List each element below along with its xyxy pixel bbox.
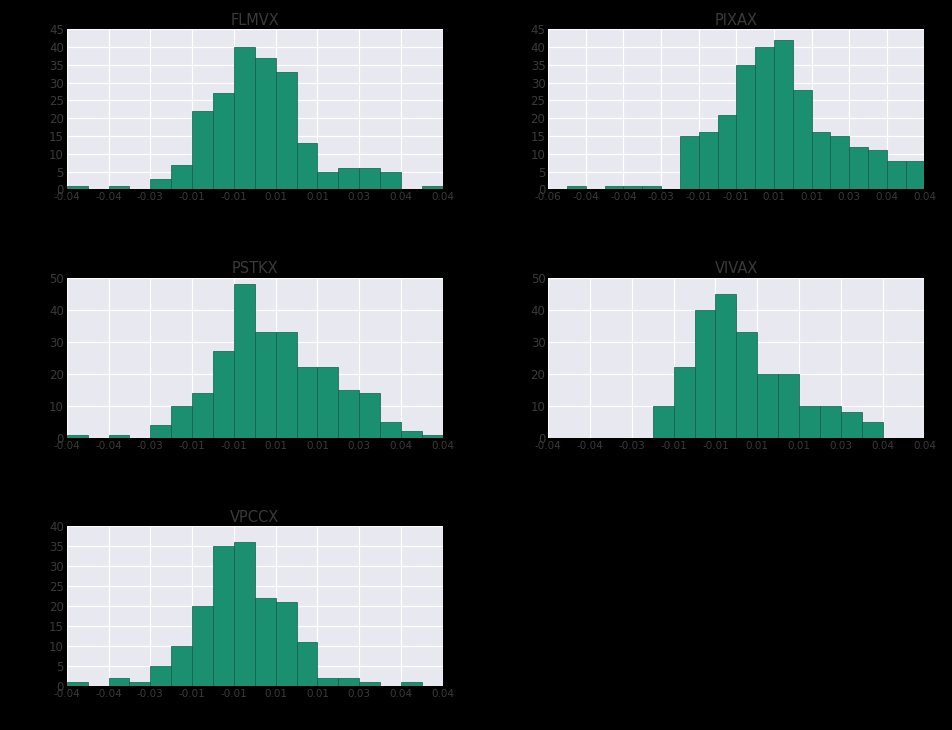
Bar [679,136,698,190]
Bar [359,393,380,438]
Bar [275,602,296,686]
Bar [673,367,694,438]
Bar [129,683,150,686]
Title: VIVAX: VIVAX [714,261,757,277]
Bar [254,598,275,686]
Title: PIXAX: PIXAX [714,13,757,28]
Bar [338,390,359,438]
Bar [380,172,401,190]
Bar [861,422,882,438]
Bar [736,65,754,190]
Bar [296,143,317,190]
Bar [213,93,233,190]
Bar [150,179,171,190]
Bar [401,431,422,438]
Bar [317,172,338,190]
Bar [109,678,129,686]
Bar [652,406,673,438]
Bar [233,284,254,438]
Bar [811,132,829,190]
Bar [192,606,213,686]
Title: FLMVX: FLMVX [230,13,279,28]
Bar [792,90,811,190]
Bar [192,111,213,190]
Bar [275,332,296,438]
Bar [717,115,736,190]
Bar [254,58,275,190]
Bar [819,406,840,438]
Bar [886,161,904,190]
Bar [642,186,661,190]
Bar [715,293,736,438]
Bar [694,310,715,438]
Bar [150,666,171,686]
Bar [754,47,773,190]
Bar [904,161,923,190]
Bar [867,150,886,190]
Bar [109,434,129,438]
Bar [848,147,867,190]
Bar [233,542,254,686]
Bar [171,406,192,438]
Bar [171,164,192,190]
Bar [757,374,777,438]
Bar [401,683,422,686]
Bar [359,683,380,686]
Title: PSTKX: PSTKX [231,261,278,277]
Bar [150,425,171,438]
Bar [604,186,623,190]
Bar [254,332,275,438]
Bar [67,683,88,686]
Bar [422,186,443,190]
Title: VPCCX: VPCCX [230,510,279,525]
Bar [67,186,88,190]
Bar [171,646,192,686]
Bar [422,434,443,438]
Bar [698,132,717,190]
Bar [840,412,861,438]
Bar [233,47,254,190]
Bar [213,351,233,438]
Bar [798,406,819,438]
Bar [338,168,359,190]
Bar [380,422,401,438]
Bar [109,186,129,190]
Bar [67,434,88,438]
Bar [623,186,642,190]
Bar [566,186,585,190]
Bar [192,393,213,438]
Bar [773,40,792,190]
Bar [275,72,296,190]
Bar [829,136,848,190]
Bar [317,678,338,686]
Bar [317,367,338,438]
Bar [296,642,317,686]
Bar [777,374,798,438]
Bar [213,546,233,686]
Bar [296,367,317,438]
Bar [736,332,757,438]
Bar [359,168,380,190]
Bar [338,678,359,686]
